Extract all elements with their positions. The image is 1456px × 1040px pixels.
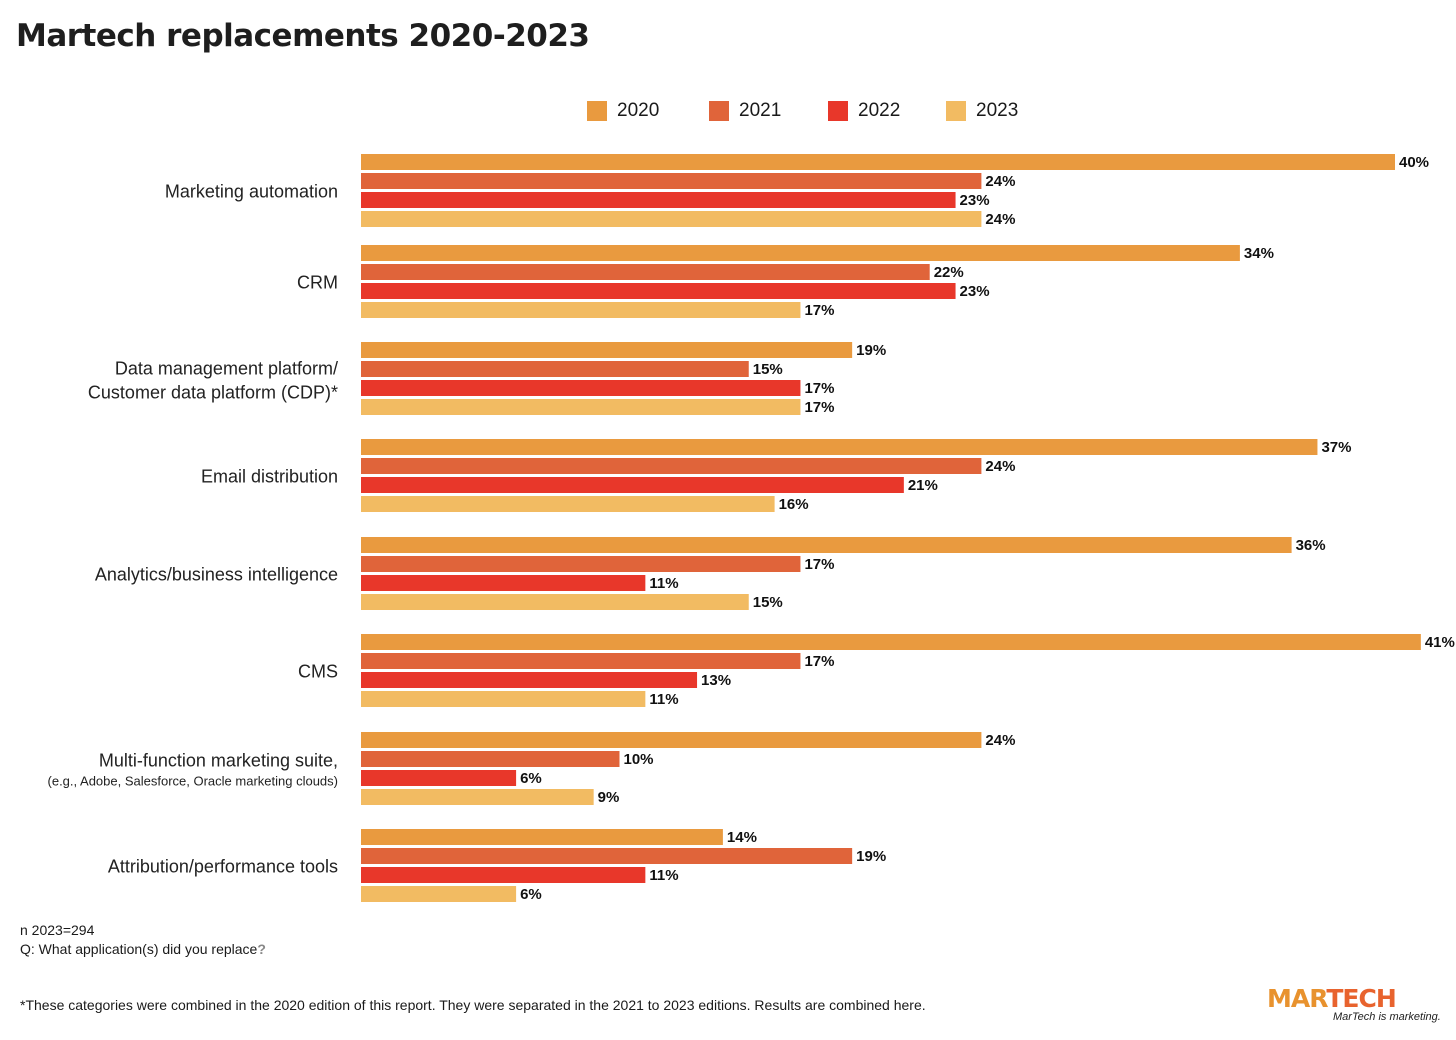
bar-2022: [361, 867, 646, 883]
data-label: 36%: [1296, 537, 1326, 554]
legend-label-2021: 2021: [739, 100, 782, 121]
data-label: 16%: [779, 496, 809, 513]
category-label-line2: (e.g., Adobe, Salesforce, Oracle marketi…: [48, 774, 338, 789]
bar-2020: [361, 537, 1292, 553]
legend-swatch-2023: [946, 101, 966, 121]
legend-label-2020: 2020: [617, 100, 660, 121]
data-label: 9%: [598, 789, 620, 806]
bar-2021: [361, 361, 749, 377]
data-label: 13%: [701, 672, 731, 689]
bar-2022: [361, 770, 517, 786]
category-label: Email distribution: [201, 467, 338, 487]
category-label: CRM: [297, 273, 338, 293]
bar-2023: [361, 594, 749, 610]
bar-2022: [361, 672, 698, 688]
sample-size-note: n 2023=294: [20, 922, 95, 938]
bar-2020: [361, 245, 1240, 261]
bar-2022: [361, 192, 956, 208]
data-label: 17%: [804, 380, 834, 397]
data-label: 19%: [856, 848, 886, 865]
bar-2022: [361, 575, 646, 591]
data-label: 24%: [985, 458, 1015, 475]
bar-2020: [361, 634, 1421, 650]
bar-2020: [361, 829, 723, 845]
bar-2021: [361, 653, 801, 669]
category-label: Marketing automation: [165, 182, 338, 202]
legend-label-2023: 2023: [976, 100, 1019, 121]
logo-tagline: MarTech is marketing.: [1333, 1011, 1441, 1023]
category-label: Data management platform/: [115, 359, 338, 379]
legend-swatch-2020: [587, 101, 607, 121]
bar-2021: [361, 264, 930, 280]
category-label: Attribution/performance tools: [108, 857, 338, 877]
category-label: Analytics/business intelligence: [95, 565, 338, 585]
chart-legend: 2020 2021 2022 2023: [0, 100, 1456, 130]
data-label: 15%: [753, 361, 783, 378]
data-label: 6%: [520, 770, 542, 787]
data-label: 14%: [727, 829, 757, 846]
bar-2023: [361, 789, 594, 805]
bar-2023: [361, 496, 775, 512]
data-label: 34%: [1244, 245, 1274, 262]
data-label: 24%: [985, 211, 1015, 228]
chart-title: Martech replacements 2020-2023: [16, 18, 590, 54]
category-label: CMS: [298, 662, 338, 682]
data-label: 17%: [804, 556, 834, 573]
logo-part-tech: TECH: [1326, 984, 1396, 1013]
data-label: 41%: [1425, 634, 1455, 651]
martech-logo: MARTECH MarTech is marketing.: [1267, 986, 1447, 1024]
bar-2022: [361, 380, 801, 396]
bar-2021: [361, 556, 801, 572]
bar-2021: [361, 848, 853, 864]
data-label: 11%: [649, 691, 678, 708]
legend-item-2021: 2021: [709, 100, 781, 122]
data-label: 40%: [1399, 154, 1429, 171]
logo-part-mar: MAR: [1267, 984, 1327, 1013]
legend-label-2022: 2022: [858, 100, 901, 121]
footnote: *These categories were combined in the 2…: [20, 997, 926, 1013]
data-label: 24%: [985, 173, 1015, 190]
data-label: 23%: [960, 192, 990, 209]
bar-2021: [361, 173, 982, 189]
bar-2023: [361, 886, 517, 902]
category-label: Multi-function marketing suite,: [99, 751, 338, 771]
data-label: 37%: [1321, 439, 1351, 456]
bar-2021: [361, 458, 982, 474]
data-label: 19%: [856, 342, 886, 359]
bar-chart: Marketing automation 40% 24% 23% 24% CRM 34% 22…: [48, 154, 1455, 903]
bar-2022: [361, 477, 904, 493]
legend-item-2022: 2022: [828, 100, 900, 122]
question-note: Q: What application(s) did you replace?: [20, 941, 266, 957]
bar-2023: [361, 211, 982, 227]
data-label: 11%: [649, 867, 678, 884]
category-label-line2: Customer data platform (CDP)*: [88, 383, 338, 403]
data-label: 17%: [804, 302, 834, 319]
data-label: 10%: [624, 751, 654, 768]
legend-swatch-2022: [828, 101, 848, 121]
legend-item-2020: 2020: [587, 100, 659, 122]
bar-2020: [361, 342, 853, 358]
logo-wordmark: MARTECH: [1267, 986, 1447, 1012]
bar-2020: [361, 439, 1318, 455]
data-label: 17%: [804, 653, 834, 670]
bar-2022: [361, 283, 956, 299]
legend-swatch-2021: [709, 101, 729, 121]
data-label: 11%: [649, 575, 678, 592]
data-label: 21%: [908, 477, 938, 494]
data-label: 24%: [985, 732, 1015, 749]
bar-2023: [361, 399, 801, 415]
data-label: 22%: [934, 264, 964, 281]
legend-item-2023: 2023: [946, 100, 1018, 122]
bar-2023: [361, 691, 646, 707]
question-text: Q: What application(s) did you replace: [20, 941, 258, 957]
bar-2020: [361, 154, 1395, 170]
bar-2020: [361, 732, 982, 748]
bar-2023: [361, 302, 801, 318]
data-label: 17%: [804, 399, 834, 416]
bar-2021: [361, 751, 620, 767]
data-label: 23%: [960, 283, 990, 300]
data-label: 6%: [520, 886, 542, 903]
question-mark: ?: [257, 941, 266, 957]
data-label: 15%: [753, 594, 783, 611]
